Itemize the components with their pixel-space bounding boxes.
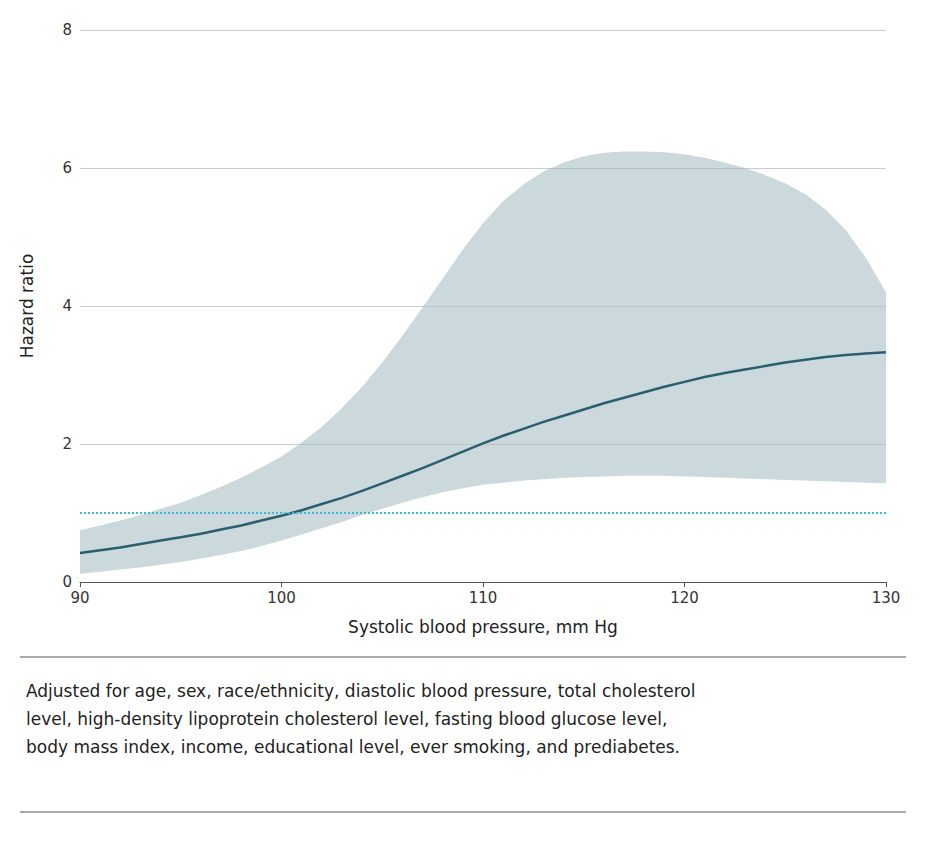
svg-text:0: 0 bbox=[62, 573, 72, 591]
svg-text:90: 90 bbox=[70, 589, 89, 607]
svg-text:Hazard ratio: Hazard ratio bbox=[17, 254, 37, 359]
svg-text:Adjusted for age, sex, race/et: Adjusted for age, sex, race/ethnicity, d… bbox=[26, 681, 695, 701]
svg-text:110: 110 bbox=[469, 589, 498, 607]
svg-text:130: 130 bbox=[872, 589, 901, 607]
svg-text:120: 120 bbox=[670, 589, 699, 607]
svg-text:2: 2 bbox=[62, 435, 72, 453]
svg-text:body mass index, income, educa: body mass index, income, educational lev… bbox=[26, 737, 680, 757]
svg-text:100: 100 bbox=[267, 589, 296, 607]
svg-text:8: 8 bbox=[62, 21, 72, 39]
svg-text:level, high-density lipoprotei: level, high-density lipoprotein choleste… bbox=[26, 709, 667, 729]
svg-text:6: 6 bbox=[62, 159, 72, 177]
svg-text:Systolic blood pressure, mm Hg: Systolic blood pressure, mm Hg bbox=[348, 617, 618, 637]
svg-text:4: 4 bbox=[62, 297, 72, 315]
